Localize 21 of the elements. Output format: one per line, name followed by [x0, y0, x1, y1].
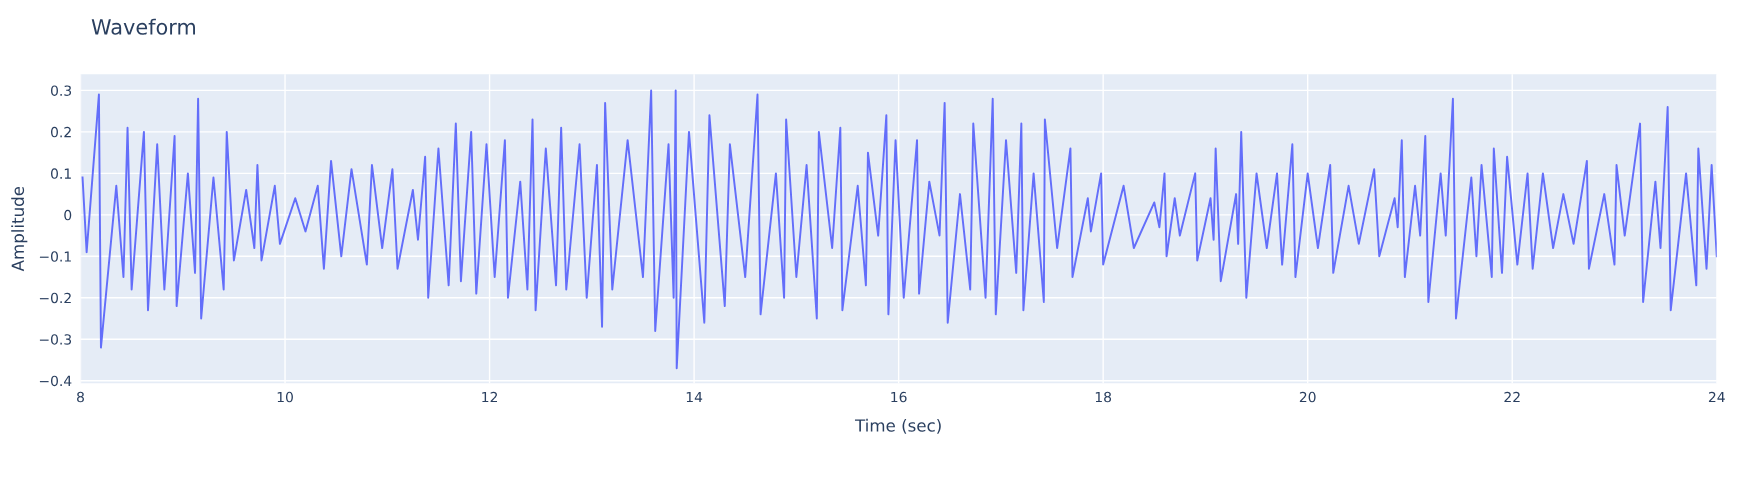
y-tick-label: −0.4 [39, 375, 72, 387]
x-tick-label: 18 [1095, 391, 1112, 403]
x-tick-label: 24 [1708, 391, 1725, 403]
x-tick-label: 12 [482, 391, 498, 403]
y-tick-label: −0.2 [39, 292, 71, 304]
y-axis-title: Amplitude [11, 186, 28, 272]
x-tick-label: 20 [1299, 391, 1316, 403]
y-tick-label: 0 [64, 209, 72, 221]
x-tick-label: 16 [891, 391, 907, 403]
chart-title: Waveform [91, 18, 195, 35]
x-tick-label: 10 [277, 391, 293, 403]
x-axis-title: Time (sec) [854, 418, 941, 434]
x-tick-label: 14 [686, 391, 703, 403]
y-tick-label: 0.2 [50, 126, 71, 138]
x-tick-label: 8 [77, 391, 84, 403]
y-tick-label: 0.1 [50, 168, 71, 179]
y-tick-label: −0.1 [39, 251, 71, 262]
y-tick-label: 0.3 [50, 85, 72, 96]
line-series [81, 89, 1717, 370]
y-tick-label: −0.3 [39, 334, 72, 345]
x-tick-label: 22 [1504, 391, 1520, 403]
